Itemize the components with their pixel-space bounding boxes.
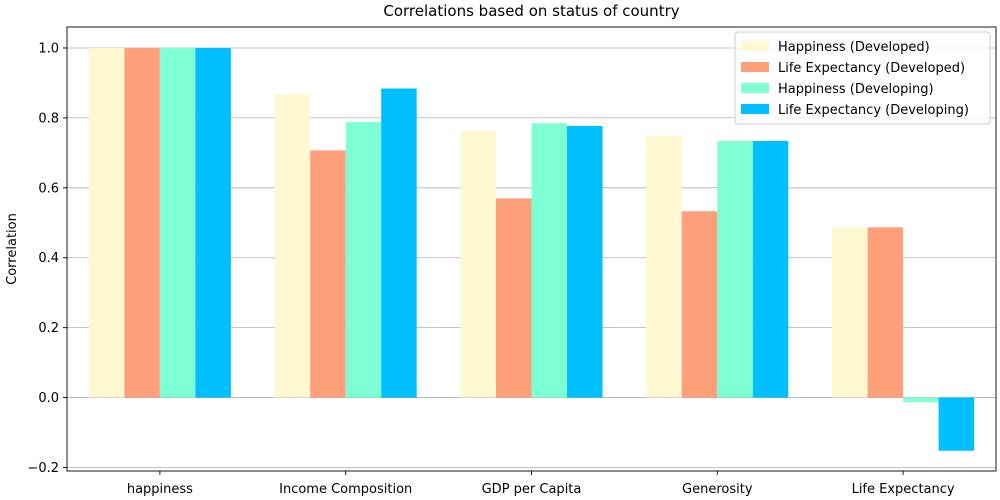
bar-life-expectancy-developed-generosity [681, 211, 718, 398]
chart-title: Correlations based on status of country [383, 2, 679, 20]
x-tick-label: happiness [127, 482, 193, 497]
bar-life-expectancy-developed-life-expectancy [867, 227, 904, 398]
bar-life-expectancy-developing-gdp-per-capita [567, 125, 603, 398]
x-tick-label: Life Expectancy [852, 482, 955, 497]
y-tick-label: −0.2 [27, 461, 59, 476]
x-tick-label: Generosity [682, 482, 753, 497]
bar-life-expectancy-developing-happiness [195, 47, 231, 398]
bar-life-expectancy-developing-generosity [752, 140, 789, 398]
legend-swatch-happiness-developed [741, 41, 769, 51]
bar-life-expectancy-developed-happiness [124, 47, 160, 398]
bar-happiness-developed-income-composition [274, 94, 311, 398]
y-tick-label: 0.4 [38, 251, 59, 266]
y-tick-label: 1.0 [38, 41, 59, 56]
bar-life-expectancy-developing-income-composition [381, 88, 417, 398]
x-tick-label: Income Composition [279, 482, 412, 497]
bar-happiness-developed-life-expectancy [832, 227, 868, 398]
bars [88, 47, 975, 451]
axes: −0.2 0.0 0.2 0.4 0.6 0.8 1.0 happiness Income Co… [27, 26, 997, 497]
legend-label-happiness-developed: Happiness (Developed) [778, 40, 930, 55]
y-tick-label: 0.0 [38, 391, 59, 406]
bar-life-expectancy-developed-income-composition [310, 150, 346, 398]
y-axis-label: Correlation [5, 213, 20, 285]
y-tick-label: 0.8 [38, 111, 59, 126]
legend-label-life-expectancy-developed: Life Expectancy (Developed) [778, 61, 965, 76]
bar-happiness-developing-income-composition [345, 122, 382, 398]
y-tick-label: 0.2 [38, 321, 59, 336]
y-tick-label: 0.6 [38, 181, 59, 196]
bar-happiness-developing-gdp-per-capita [531, 123, 567, 398]
legend: Happiness (Developed) Life Expectancy (De… [734, 31, 991, 125]
bar-happiness-developing-life-expectancy [903, 397, 939, 403]
legend-swatch-happiness-developing [741, 83, 769, 93]
legend-box [734, 31, 991, 125]
x-tick-label: GDP per Capita [482, 482, 582, 497]
legend-swatch-life-expectancy-developing [741, 104, 769, 114]
bar-happiness-developed-gdp-per-capita [460, 130, 496, 398]
bar-happiness-developing-generosity [717, 140, 753, 398]
legend-label-happiness-developing: Happiness (Developing) [778, 82, 934, 97]
bar-happiness-developed-happiness [88, 47, 125, 398]
bar-happiness-developed-generosity [646, 136, 682, 398]
bar-life-expectancy-developing-life-expectancy [938, 397, 975, 451]
bar-life-expectancy-developed-gdp-per-capita [496, 198, 532, 398]
bar-happiness-developing-happiness [159, 47, 196, 398]
legend-label-life-expectancy-developing: Life Expectancy (Developing) [778, 103, 969, 118]
legend-swatch-life-expectancy-developed [741, 62, 769, 72]
